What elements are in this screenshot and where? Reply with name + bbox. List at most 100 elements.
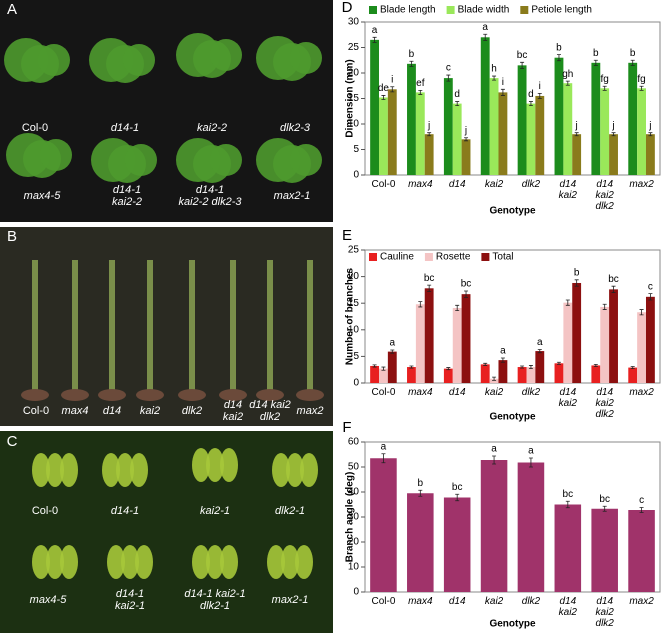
significance-letter: a	[500, 346, 506, 357]
y-tick-label: 15	[348, 93, 360, 104]
y-tick-label: 5	[353, 144, 359, 155]
error-bar	[455, 493, 460, 502]
y-axis-label: Dimension (mm)	[345, 59, 356, 137]
plant	[192, 545, 210, 579]
x-tick-label: max4	[408, 596, 433, 607]
error-bar	[418, 489, 423, 497]
error-bar	[492, 376, 497, 381]
plant	[130, 453, 148, 487]
significance-letter: gh	[562, 69, 573, 80]
significance-letter: bc	[424, 273, 435, 284]
plant	[296, 389, 324, 401]
error-bar	[574, 132, 579, 137]
photo-label: d14	[102, 405, 122, 417]
plant	[21, 389, 49, 401]
significance-letter: fg	[601, 74, 609, 85]
y-tick-label: 50	[348, 462, 360, 473]
plant	[60, 453, 78, 487]
error-bar	[639, 309, 644, 316]
plant	[123, 44, 155, 76]
plant	[60, 545, 78, 579]
significance-letter: i	[502, 77, 504, 88]
plant	[46, 453, 64, 487]
significance-letter: j	[611, 120, 614, 131]
significance-letter: b	[593, 48, 599, 59]
x-tick-label: d14 kai2 dlk2	[595, 387, 614, 420]
y-tick-label: 10	[348, 119, 360, 130]
plant	[32, 260, 38, 390]
bar	[461, 294, 471, 383]
error-bar	[464, 290, 469, 298]
bar	[387, 351, 397, 383]
significance-letter: bc	[452, 482, 463, 493]
error-bar	[639, 507, 644, 513]
x-tick-label: d14 kai2	[558, 179, 577, 201]
bar	[443, 497, 471, 592]
photo-label: Col-0	[22, 405, 50, 417]
legend-label: Petiole length	[531, 5, 592, 16]
significance-letter: ef	[416, 78, 425, 89]
error-bar	[455, 304, 460, 312]
x-tick-label: d14 kai2	[558, 387, 577, 409]
plant	[272, 453, 290, 487]
bar	[628, 62, 638, 175]
bar	[480, 460, 508, 592]
error-bar	[528, 101, 533, 107]
x-tick-label: kai2	[484, 179, 504, 190]
panel-letter: F	[342, 419, 352, 436]
significance-letter: d	[454, 89, 460, 100]
photo-label: kai2-2	[197, 122, 227, 134]
bar	[452, 307, 462, 383]
photo-label: d14-1 kai2-1	[115, 588, 145, 612]
error-bar	[556, 54, 561, 62]
photo-label: d14-1	[110, 122, 140, 134]
legend-swatch	[369, 6, 377, 14]
significance-letter: b	[418, 478, 424, 489]
bar	[600, 88, 610, 175]
plant	[286, 453, 304, 487]
error-bar	[372, 364, 377, 368]
y-tick-label: 10	[348, 562, 360, 573]
photo-label: d14-1 kai2-1 dlk2-1	[184, 588, 246, 612]
y-axis-label: Number of branches	[345, 267, 356, 365]
bar	[480, 364, 490, 383]
x-tick-label: Col-0	[371, 596, 396, 607]
photo-label: dlk2-3	[280, 122, 310, 134]
x-tick-label: dlk2	[521, 179, 541, 190]
photo-label: dlk2	[181, 405, 203, 417]
y-tick-label: 60	[348, 437, 360, 448]
plant	[281, 545, 299, 579]
legend-label: Blade width	[458, 5, 510, 16]
error-bar	[593, 363, 598, 367]
significance-letter: b	[409, 49, 415, 60]
bar	[407, 63, 416, 175]
bar	[452, 103, 462, 175]
plant	[192, 448, 210, 482]
significance-letter: bc	[563, 489, 574, 500]
x-tick-label: d14	[448, 387, 466, 398]
photo-label: max4-5	[23, 190, 61, 202]
y-tick-label: 5	[353, 351, 359, 362]
photo-label: max2-1	[271, 594, 309, 606]
bar	[526, 367, 536, 383]
error-bar	[418, 301, 423, 308]
plant	[107, 545, 125, 579]
photo-label: max4-5	[29, 594, 67, 606]
error-bar	[520, 365, 525, 369]
significance-letter: bc	[599, 494, 610, 505]
error-bar	[556, 361, 561, 365]
legend-swatch	[481, 253, 490, 261]
error-bar	[574, 279, 579, 287]
bar	[591, 62, 601, 175]
y-tick-label: 40	[348, 487, 360, 498]
photo-label: d14 kai2	[222, 399, 244, 423]
x-tick-label: d14 kai2	[558, 596, 577, 618]
bar	[517, 367, 527, 383]
y-tick-label: 20	[348, 271, 360, 282]
y-tick-label: 20	[348, 68, 360, 79]
plant	[135, 545, 153, 579]
panel-letter: B	[6, 228, 18, 245]
significance-letter: a	[537, 337, 543, 348]
error-bar	[446, 367, 451, 371]
